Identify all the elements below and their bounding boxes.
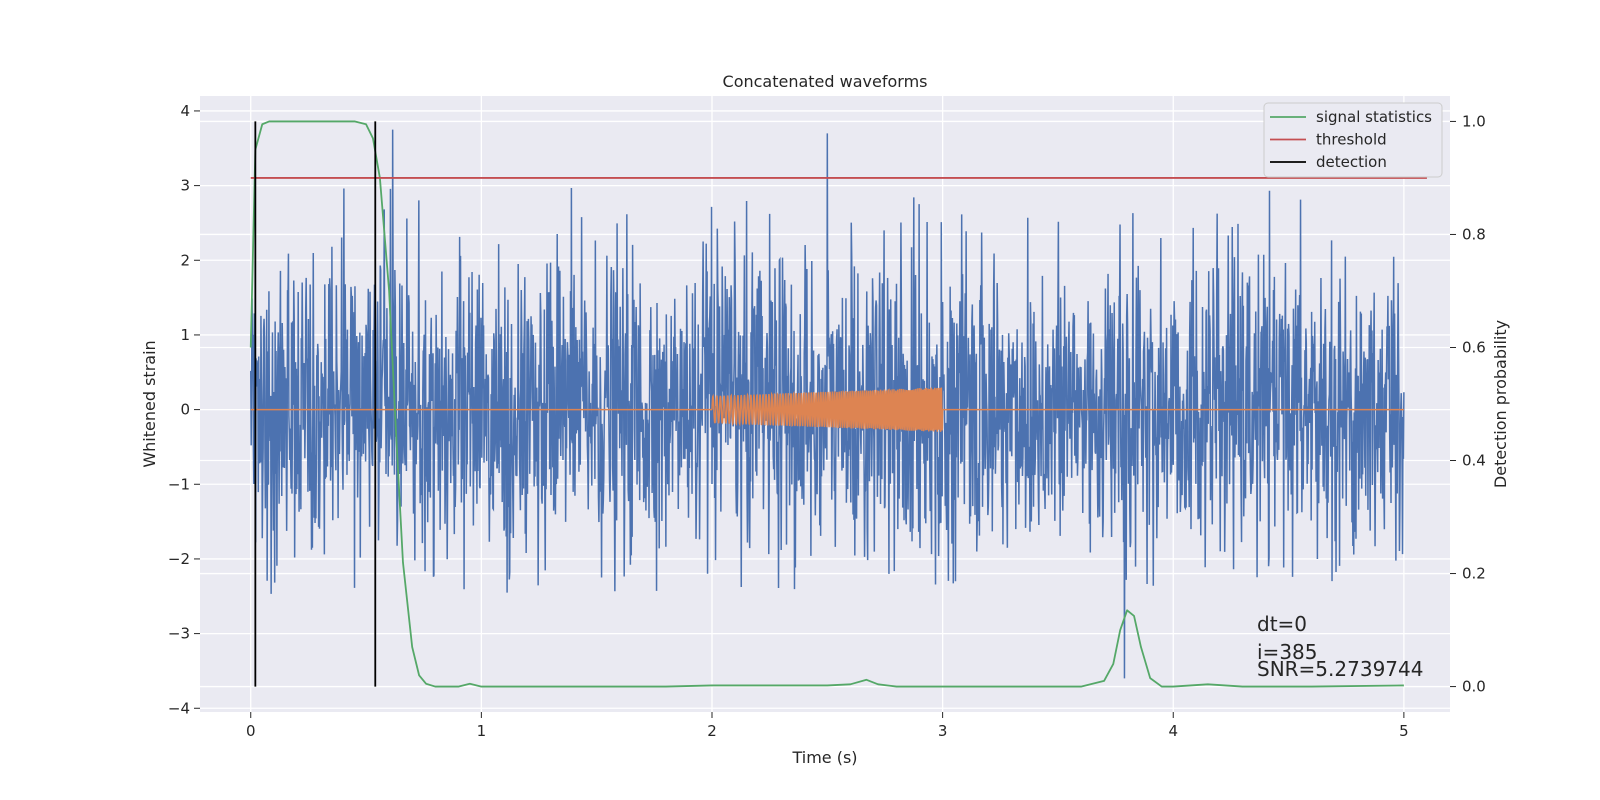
x-tick-label: 2 [707, 722, 717, 740]
y2-axis-label: Detection probability [1491, 320, 1510, 488]
x-tick-label: 5 [1399, 722, 1409, 740]
noise-series [249, 129, 1405, 679]
ticks: 0 1 2 3 4 5 −4 −3 −2 −1 0 1 2 3 4 0.0 0.2 0.4 0.6 0.8 1.0 [168, 102, 1486, 740]
signal-statistics-line [249, 120, 1404, 688]
x-tick-label: 3 [938, 722, 948, 740]
y2-tick-label: 0.8 [1462, 225, 1486, 243]
legend-label: detection [1316, 153, 1387, 171]
x-tick-label: 0 [246, 722, 256, 740]
series-layer [249, 120, 1427, 688]
noise-line [249, 129, 1405, 679]
y-tick-label: 1 [180, 326, 190, 344]
y2-tick-label: 0.0 [1462, 678, 1486, 696]
y-tick-label: 2 [180, 251, 190, 269]
y-tick-label: −2 [168, 550, 190, 568]
x-tick-label: 4 [1168, 722, 1178, 740]
y2-tick-label: 0.2 [1462, 565, 1486, 583]
annotation-text: i=385 [1257, 640, 1318, 664]
legend-label: threshold [1316, 131, 1387, 149]
y-tick-label: 3 [180, 177, 190, 195]
legend-box [1263, 102, 1443, 178]
y-tick-label: −3 [168, 625, 190, 643]
x-axis-label: Time (s) [791, 748, 857, 767]
injected-signal-series [250, 387, 1404, 432]
y-tick-label: 4 [180, 102, 190, 120]
chart-title: Concatenated waveforms [723, 72, 928, 91]
y2-tick-label: 0.4 [1462, 452, 1486, 470]
legend: signal statistics threshold detection [1263, 102, 1443, 178]
annotation-text: SNR=5.2739744 [1257, 657, 1423, 681]
y2-tick-label: 0.6 [1462, 338, 1486, 356]
y-axis-label: Whitened strain [140, 340, 159, 467]
legend-label: signal statistics [1316, 108, 1432, 126]
y-tick-label: 0 [180, 401, 190, 419]
y-tick-label: −4 [168, 699, 190, 717]
x-tick-label: 1 [477, 722, 487, 740]
y2-tick-label: 1.0 [1462, 112, 1486, 130]
y-tick-label: −1 [168, 475, 190, 493]
injected-signal-line [250, 387, 1404, 432]
annotation-text: dt=0 [1257, 612, 1307, 636]
